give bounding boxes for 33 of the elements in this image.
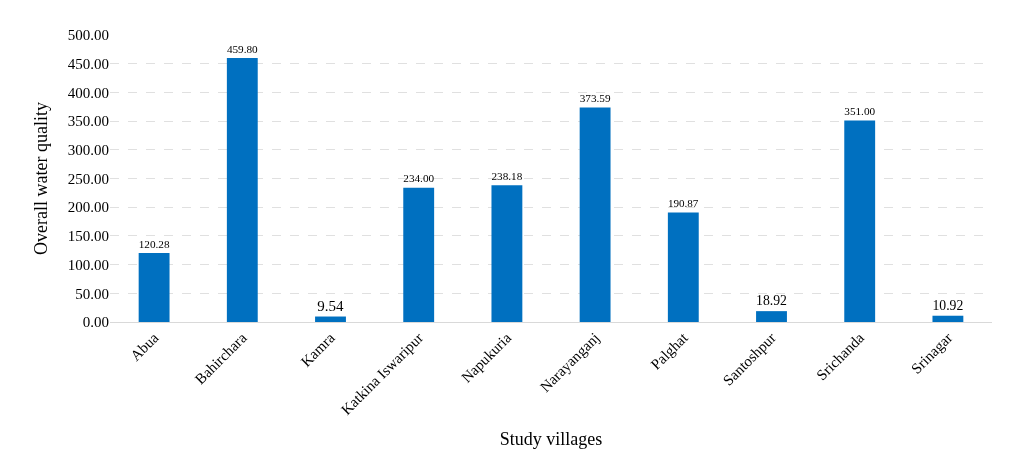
bar xyxy=(579,107,611,322)
y-axis-title: Overall water quality xyxy=(30,102,51,255)
bar xyxy=(315,316,346,322)
y-tick-label: 450.00 xyxy=(67,55,109,72)
data-label: 459.80 xyxy=(226,42,259,55)
data-label: 10.92 xyxy=(932,297,964,313)
data-label: 9.54 xyxy=(317,297,344,314)
y-tick-label: 200.00 xyxy=(67,199,109,216)
bar xyxy=(138,252,170,322)
y-tick-label: 50.00 xyxy=(75,285,109,302)
bar xyxy=(491,185,523,322)
bar xyxy=(756,311,787,322)
y-tick-label: 400.00 xyxy=(67,84,109,101)
data-label: 120.28 xyxy=(138,237,170,250)
y-tick-label: 150.00 xyxy=(67,228,109,245)
data-label: 351.00 xyxy=(844,105,876,118)
bar xyxy=(932,315,964,322)
bar xyxy=(844,120,876,322)
x-axis-title: Study villages xyxy=(499,428,603,449)
y-tick-label: 500.00 xyxy=(67,27,109,44)
data-label: 190.87 xyxy=(667,197,699,210)
y-tick-label: 100.00 xyxy=(67,256,109,273)
y-tick-label: 0.00 xyxy=(82,314,109,331)
data-label: 373.59 xyxy=(579,92,611,105)
data-label: 18.92 xyxy=(756,293,788,309)
y-tick-label: 250.00 xyxy=(67,170,109,187)
bar xyxy=(667,212,699,322)
bar xyxy=(226,58,258,322)
data-label: 238.18 xyxy=(491,170,523,183)
data-label: 234.00 xyxy=(403,172,435,185)
y-tick-label: 350.00 xyxy=(67,113,109,130)
bar xyxy=(403,187,435,322)
y-tick-label: 300.00 xyxy=(67,142,109,159)
